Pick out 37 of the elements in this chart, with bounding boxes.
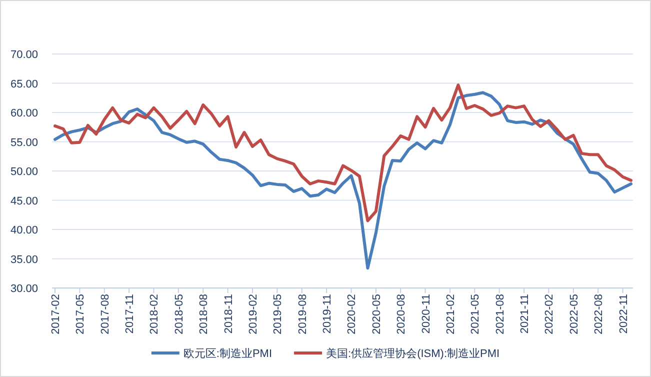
line-series xyxy=(54,91,632,270)
y-tick-label: 65.00 xyxy=(10,78,38,90)
x-tick-label: 2017-08 xyxy=(99,294,112,334)
x-tick-label: 2018-05 xyxy=(173,294,186,334)
x-tick-label: 2021-02 xyxy=(444,294,457,334)
x-tick-label: 2020-02 xyxy=(346,294,358,334)
x-tick-label: 2022-11 xyxy=(618,294,630,334)
y-tick-label: 70.00 xyxy=(10,49,38,61)
x-tick-label: 2022-02 xyxy=(544,294,556,334)
x-tick-label: 2019-05 xyxy=(272,294,284,334)
x-tick-label: 2018-11 xyxy=(222,294,235,334)
x-tick-label: 2020-11 xyxy=(420,294,432,334)
y-tick-label: 30.00 xyxy=(10,283,38,295)
x-tick-label: 2018-02 xyxy=(148,294,161,334)
legend-label: 美国:供应管理协会(ISM):制造业PMI xyxy=(326,347,500,360)
y-tick-label: 60.00 xyxy=(10,108,38,120)
x-tick-label: 2017-02 xyxy=(50,294,62,334)
x-tick-label: 2019-11 xyxy=(322,294,334,334)
y-tick-label: 50.00 xyxy=(10,166,38,178)
x-tick-label: 2020-05 xyxy=(370,294,383,334)
x-tick-label: 2017-11 xyxy=(124,294,136,334)
y-tick-label: 55.00 xyxy=(10,136,38,149)
y-tick-label: 35.00 xyxy=(10,254,38,266)
x-tick-label: 2017-05 xyxy=(74,294,87,334)
x-tick-label: 2021-11 xyxy=(519,294,532,334)
x-tick-label: 2018-08 xyxy=(198,294,210,334)
x-tick-label: 2022-05 xyxy=(568,294,580,334)
x-tick-label: 2021-05 xyxy=(470,294,482,334)
line-series xyxy=(54,84,632,222)
legend-label: 欧元区:制造业PMI xyxy=(183,347,272,360)
x-tick-label: 2019-08 xyxy=(296,294,309,334)
x-tick-label: 2022-08 xyxy=(593,294,606,334)
y-tick-label: 45.00 xyxy=(10,195,38,208)
x-tick-label: 2021-08 xyxy=(494,294,506,334)
x-tick-label: 2020-08 xyxy=(396,294,408,334)
x-tick-label: 2019-02 xyxy=(247,294,260,334)
y-tick-label: 40.00 xyxy=(10,224,38,236)
